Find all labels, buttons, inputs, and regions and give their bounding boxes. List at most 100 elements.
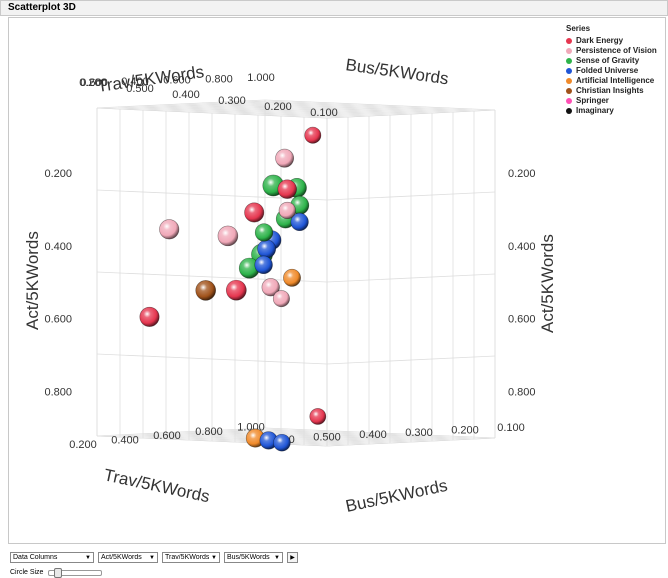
column-3-select[interactable]: Bus/5KWords ▼ xyxy=(224,552,283,563)
window-title: Scatterplot 3D xyxy=(8,2,76,13)
grid-line xyxy=(326,273,496,283)
data-point xyxy=(139,306,160,327)
bus-axis-label-bottom: Bus/5KWords xyxy=(344,476,449,516)
grid-line xyxy=(96,353,328,365)
tick-label-trav-bottom: 0.600 xyxy=(153,430,181,442)
column-2-select[interactable]: Trav/5KWords ▼ xyxy=(162,552,220,563)
chevron-down-icon: ▼ xyxy=(149,554,155,561)
legend-item-label: Sense of Gravity xyxy=(576,56,640,65)
tick-label-act-right: 0.600 xyxy=(508,314,536,326)
grid-line xyxy=(117,434,349,446)
grid-line xyxy=(117,106,349,118)
data-point xyxy=(273,433,291,452)
tick-label-bus-top: 0.200 xyxy=(264,101,292,113)
chevron-down-icon: ▼ xyxy=(274,554,280,561)
tick-label-bus-top: 0.600 xyxy=(80,77,108,89)
legend-item[interactable]: Folded Universe xyxy=(566,66,657,76)
tick-label-act-right: 0.200 xyxy=(508,168,536,180)
legend-item-label: Christian Insights xyxy=(576,86,644,95)
tick-label-bus-bottom: 0.400 xyxy=(359,429,387,441)
legend-title: Series xyxy=(566,24,591,33)
data-point xyxy=(278,201,296,220)
column-controls: Data Columns ▼ Act/5KWords ▼ Trav/5KWord… xyxy=(10,552,298,563)
legend-item[interactable]: Sense of Gravity xyxy=(566,56,657,66)
tick-label-bus-bottom: 0.200 xyxy=(451,424,479,436)
legend-marker-icon xyxy=(566,68,572,74)
grid-line xyxy=(264,427,496,439)
grid-line xyxy=(326,109,496,119)
grid-line xyxy=(264,99,496,111)
grid-line xyxy=(326,191,496,201)
legend-item[interactable]: Persistence of Vision xyxy=(566,46,657,56)
trav-axis-label-bottom: Trav/5KWords xyxy=(102,465,211,506)
data-point xyxy=(261,278,280,297)
tick-label-bus-bottom: 0.500 xyxy=(313,432,341,444)
circle-size-label: Circle Size xyxy=(10,569,44,576)
grid-line xyxy=(159,104,391,116)
column-1-value: Act/5KWords xyxy=(101,554,142,561)
grid-line xyxy=(326,355,496,365)
grid-line xyxy=(326,437,496,447)
grid-line xyxy=(243,100,475,112)
act-axis-label-right: Act/5KWords xyxy=(538,234,557,333)
data-point xyxy=(290,212,309,232)
tick-label-trav-top: 0.800 xyxy=(205,73,233,85)
play-icon: ▶ xyxy=(290,555,295,561)
data-columns-value: Data Columns xyxy=(13,554,58,561)
legend-item-label: Springer xyxy=(576,96,609,105)
legend-item-label: Persistence of Vision xyxy=(576,46,657,55)
tick-label-bus-top: 0.100 xyxy=(310,107,338,119)
data-point xyxy=(244,202,265,223)
tick-label-bus-top: 0.300 xyxy=(218,95,246,107)
tick-label-trav-top: 0.600 xyxy=(163,75,191,87)
tick-label-trav-bottom: 0.400 xyxy=(111,435,139,447)
tick-label-act-left: 0.200 xyxy=(44,168,72,180)
chevron-down-icon: ▼ xyxy=(85,554,91,561)
tick-label-bus-bottom: 0.300 xyxy=(405,427,433,439)
tick-label-act-right: 0.400 xyxy=(508,241,536,253)
data-point xyxy=(309,408,327,425)
data-point xyxy=(254,255,273,275)
legend-item[interactable]: Dark Energy xyxy=(566,36,657,46)
tick-label-trav-top: 0.400 xyxy=(121,76,149,88)
grid-line xyxy=(138,105,370,117)
legend-item[interactable]: Imaginary xyxy=(566,106,657,116)
tick-label-act-left: 0.600 xyxy=(44,314,72,326)
data-point xyxy=(272,290,290,308)
legend-item-label: Dark Energy xyxy=(576,36,624,45)
column-1-select[interactable]: Act/5KWords ▼ xyxy=(98,552,158,563)
column-2-value: Trav/5KWords xyxy=(165,554,210,561)
play-button[interactable]: ▶ xyxy=(287,552,298,563)
legend-item[interactable]: Springer xyxy=(566,96,657,106)
legend-marker-icon xyxy=(566,48,572,54)
tick-label-bus-bottom: 0.100 xyxy=(497,422,525,434)
legend-marker-icon xyxy=(566,108,572,114)
legend-marker-icon xyxy=(566,98,572,104)
data-point xyxy=(159,219,180,240)
grid-line xyxy=(96,107,328,119)
circle-size-slider-knob[interactable] xyxy=(53,567,62,578)
legend-marker-icon xyxy=(566,78,572,84)
legend-item[interactable]: Artificial Intelligence xyxy=(566,76,657,86)
grid-line xyxy=(180,103,412,115)
data-point xyxy=(257,239,277,259)
legend: Series Dark Energy Persistence of Vision S… xyxy=(566,24,657,116)
tick-label-bus-top: 0.500 xyxy=(126,83,154,95)
tick-label-trav-bottom: 0.800 xyxy=(195,426,223,438)
data-point xyxy=(277,179,297,199)
data-point xyxy=(275,148,294,168)
tick-label-trav-top: 1.000 xyxy=(247,72,275,84)
data-point xyxy=(254,223,274,242)
grid-line xyxy=(180,431,412,443)
data-point xyxy=(283,268,301,287)
legend-marker-icon xyxy=(566,88,572,94)
legend-item[interactable]: Christian Insights xyxy=(566,86,657,96)
act-axis-label-left: Act/5KWords xyxy=(23,231,42,330)
legend-item-label: Folded Universe xyxy=(576,66,639,75)
circle-size-slider[interactable] xyxy=(48,567,103,578)
tick-label-act-left: 0.800 xyxy=(44,387,72,399)
data-columns-select[interactable]: Data Columns ▼ xyxy=(10,552,94,563)
grid-line xyxy=(201,430,433,442)
data-point xyxy=(225,279,247,301)
